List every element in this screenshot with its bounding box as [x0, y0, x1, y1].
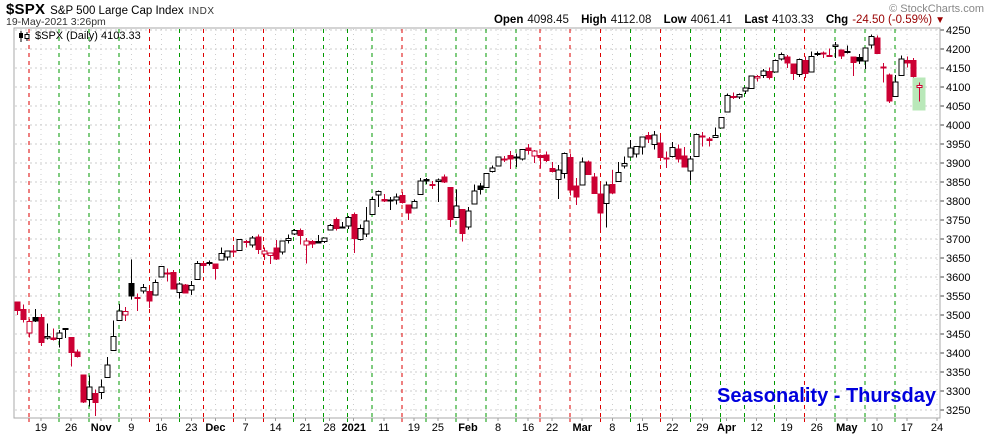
- svg-text:4050: 4050: [946, 101, 970, 113]
- svg-text:4200: 4200: [946, 44, 970, 56]
- quote-bar: Open 4098.45 High 4112.08 Low 4061.41 Last 4…: [494, 14, 945, 26]
- svg-text:4100: 4100: [946, 82, 970, 94]
- svg-text:25: 25: [432, 422, 444, 434]
- svg-text:3650: 3650: [946, 253, 970, 265]
- svg-text:28: 28: [324, 422, 336, 434]
- svg-text:9: 9: [128, 422, 134, 434]
- candles: [14, 34, 923, 417]
- svg-text:3750: 3750: [946, 215, 970, 227]
- svg-text:17: 17: [901, 422, 913, 434]
- svg-text:3850: 3850: [946, 177, 970, 189]
- x-axis-labels: 19 26 Nov 9 16 23 Dec 7 14 21 28 2021 11 19 25 Feb 8 16 22…: [35, 418, 943, 434]
- svg-text:Feb: Feb: [458, 422, 478, 434]
- last-session-highlight: [912, 77, 926, 111]
- svg-text:3800: 3800: [946, 196, 970, 208]
- svg-text:2021: 2021: [341, 422, 365, 434]
- chart-header: $SPX S&P 500 Large Cap Index INDX: [6, 1, 215, 19]
- seasonality-annotation: Seasonality - Thursday: [717, 385, 936, 407]
- svg-text:4150: 4150: [946, 63, 970, 75]
- change-down-triangle-icon: ▼: [935, 15, 945, 26]
- chart-type-icon: [19, 30, 30, 42]
- svg-text:3900: 3900: [946, 158, 970, 170]
- svg-text:3400: 3400: [946, 348, 970, 360]
- svg-text:3600: 3600: [946, 272, 970, 284]
- svg-text:16: 16: [155, 422, 167, 434]
- last-value: 4103.33: [772, 14, 814, 26]
- svg-text:19: 19: [408, 422, 420, 434]
- svg-text:19: 19: [35, 422, 47, 434]
- svg-text:4250: 4250: [946, 25, 970, 37]
- svg-text:3300: 3300: [946, 386, 970, 398]
- svg-text:Mar: Mar: [572, 422, 592, 434]
- svg-text:29: 29: [696, 422, 708, 434]
- svg-text:12: 12: [750, 422, 762, 434]
- svg-text:3550: 3550: [946, 291, 970, 303]
- ticker-symbol: $SPX: [6, 1, 46, 18]
- svg-text:16: 16: [522, 422, 534, 434]
- last-label: Last: [744, 14, 769, 26]
- svg-text:4000: 4000: [946, 120, 970, 132]
- svg-text:22: 22: [666, 422, 678, 434]
- svg-text:21: 21: [300, 422, 312, 434]
- svg-text:May: May: [836, 422, 858, 434]
- svg-text:24: 24: [931, 422, 943, 434]
- low-value: 4061.41: [690, 14, 733, 26]
- svg-text:8: 8: [495, 422, 501, 434]
- y-gridlines: [15, 29, 939, 411]
- svg-text:15: 15: [636, 422, 648, 434]
- exchange-label: INDX: [188, 6, 215, 17]
- svg-text:23: 23: [185, 422, 197, 434]
- y-axis-labels: 3250 3300 3350 3400 3450 3500 3550 3600 3650 3700…: [940, 25, 970, 417]
- high-label: High: [581, 14, 607, 26]
- svg-text:14: 14: [269, 422, 281, 434]
- change-label: Chg: [825, 14, 849, 26]
- chart-timestamp: 19-May-2021 3:26pm: [6, 16, 106, 28]
- svg-text:3700: 3700: [946, 234, 970, 246]
- svg-text:3350: 3350: [946, 367, 970, 379]
- svg-text:3950: 3950: [946, 139, 970, 151]
- svg-text:7: 7: [242, 422, 248, 434]
- svg-text:19: 19: [781, 422, 793, 434]
- svg-text:3250: 3250: [946, 405, 970, 417]
- index-name: S&P 500 Large Cap Index: [50, 5, 184, 17]
- stockcharts-copyright: © StockCharts.com: [889, 3, 984, 15]
- open-label: Open: [493, 14, 524, 26]
- svg-text:22: 22: [546, 422, 558, 434]
- svg-text:3500: 3500: [946, 310, 970, 322]
- svg-text:26: 26: [65, 422, 77, 434]
- svg-text:Apr: Apr: [717, 422, 737, 434]
- low-label: Low: [663, 14, 687, 26]
- svg-text:11: 11: [378, 422, 389, 434]
- svg-text:Dec: Dec: [205, 422, 225, 434]
- svg-text:8: 8: [609, 422, 615, 434]
- svg-text:10: 10: [871, 422, 883, 434]
- legend-text: $SPX (Daily) 4103.33: [35, 30, 141, 42]
- svg-text:26: 26: [811, 422, 823, 434]
- high-value: 4112.08: [610, 14, 652, 26]
- svg-text:Nov: Nov: [91, 422, 113, 434]
- open-value: 4098.45: [527, 14, 569, 26]
- plot-border: [13, 27, 941, 419]
- chart-legend: $SPX (Daily) 4103.33: [18, 30, 141, 42]
- change-value: -24.50 (-0.59%): [852, 14, 933, 26]
- svg-text:3450: 3450: [946, 329, 970, 341]
